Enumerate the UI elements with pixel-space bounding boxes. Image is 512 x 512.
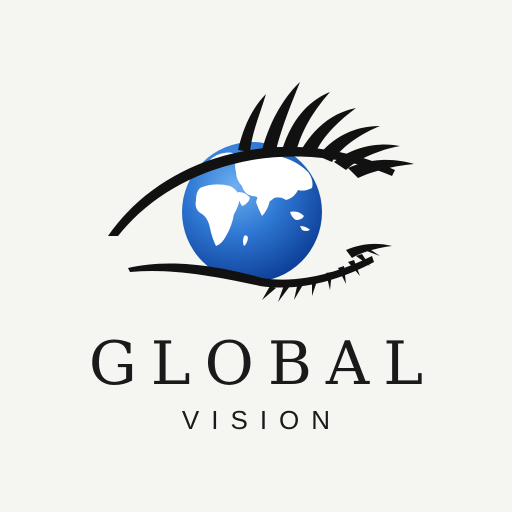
brand-tagline: VISION: [181, 405, 343, 435]
upper-eyelid: [108, 82, 414, 236]
continents-shape: [195, 152, 313, 246]
lower-eyelid: [128, 243, 392, 302]
brand-name: GLOBAL: [88, 329, 438, 399]
eye-globe-icon: [108, 82, 414, 302]
globe-iris: [182, 142, 322, 282]
